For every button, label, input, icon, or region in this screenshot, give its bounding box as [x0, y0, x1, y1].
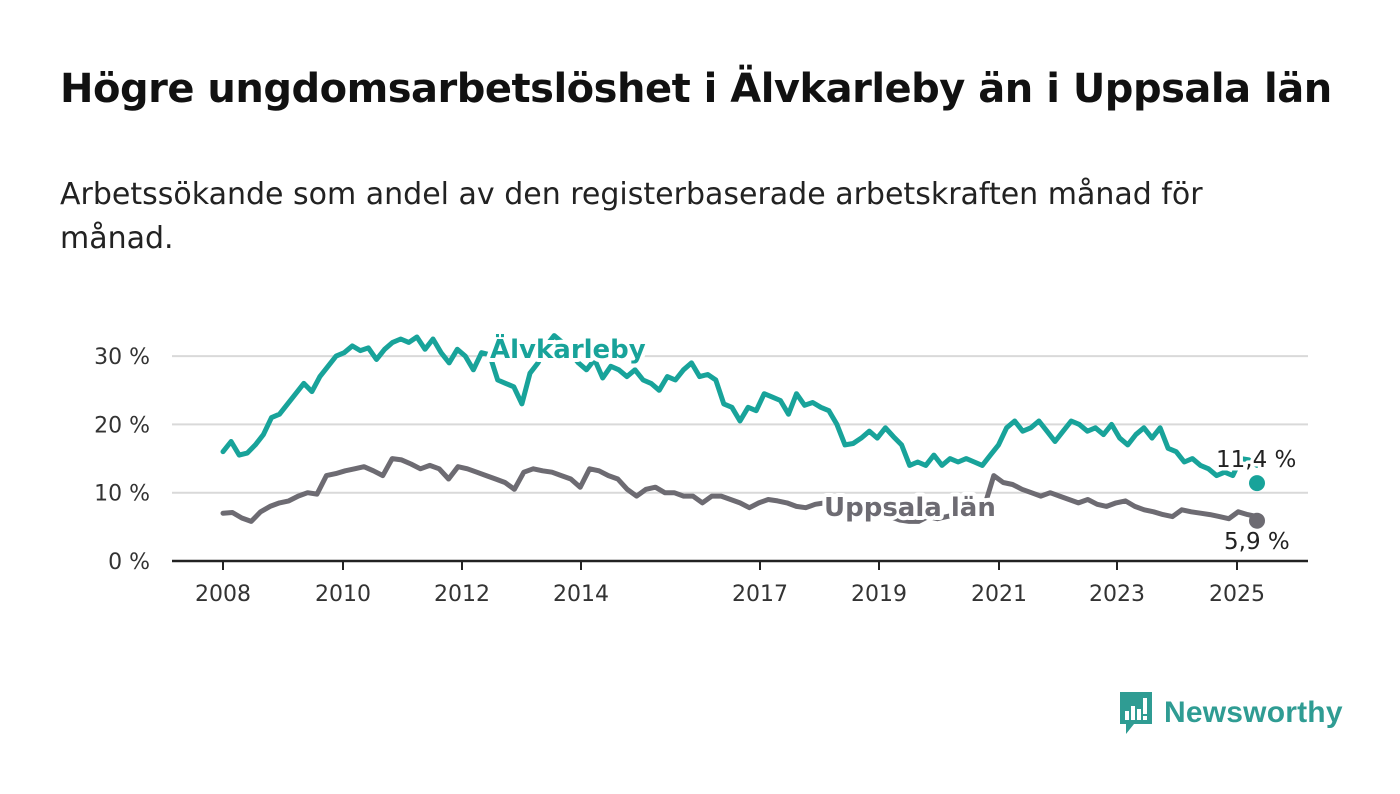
end-point-alvkarleby	[1249, 475, 1265, 492]
end-label-alvkarleby: 11,4 %	[1216, 447, 1296, 473]
y-tick-label: 30 %	[94, 345, 150, 370]
x-tick-label: 2017	[732, 582, 788, 607]
line-chart: 0 % 10 % 20 % 30 % 2008 2010 2012 2014 2017 2019 2…	[94, 333, 1308, 607]
x-tick-label: 2019	[851, 582, 907, 607]
chart-subtitle: Arbetssökande som andel av den registerb…	[60, 177, 1203, 256]
end-label-uppsala: 5,9 %	[1224, 529, 1290, 555]
x-tick-label: 2008	[195, 582, 251, 607]
y-tick-label: 20 %	[94, 413, 150, 438]
x-tick-label: 2025	[1209, 582, 1265, 607]
brand-name: Newsworthy	[1164, 696, 1343, 729]
newsworthy-logo-icon	[1120, 692, 1152, 734]
series-label-alvkarleby: Älvkarleby	[490, 333, 646, 365]
brand-logo[interactable]: Newsworthy	[1118, 690, 1343, 736]
y-tick-label: 0 %	[108, 550, 150, 575]
series-line-alvkarleby	[220, 333, 1260, 479]
series-label-halo: Älvkarleby	[490, 333, 646, 365]
chart-title: Högre ungdomsarbetslöshet i Älvkarleby ä…	[60, 66, 1332, 112]
series-line-uppsala	[220, 456, 1260, 524]
end-point-uppsala	[1249, 512, 1265, 529]
x-tick-label: 2010	[315, 582, 371, 607]
series-label-uppsala: Uppsala län	[824, 493, 996, 523]
end-label-halo: 5,9 %	[1224, 529, 1290, 555]
series-label-halo: Uppsala län	[824, 493, 996, 523]
x-tick-label: 2021	[971, 582, 1027, 607]
x-tick-label: 2014	[553, 582, 609, 607]
y-tick-label: 10 %	[94, 482, 150, 507]
x-tick-label: 2023	[1089, 582, 1145, 607]
end-label-halo: 11,4 %	[1216, 447, 1296, 473]
x-tick-label: 2012	[434, 582, 490, 607]
